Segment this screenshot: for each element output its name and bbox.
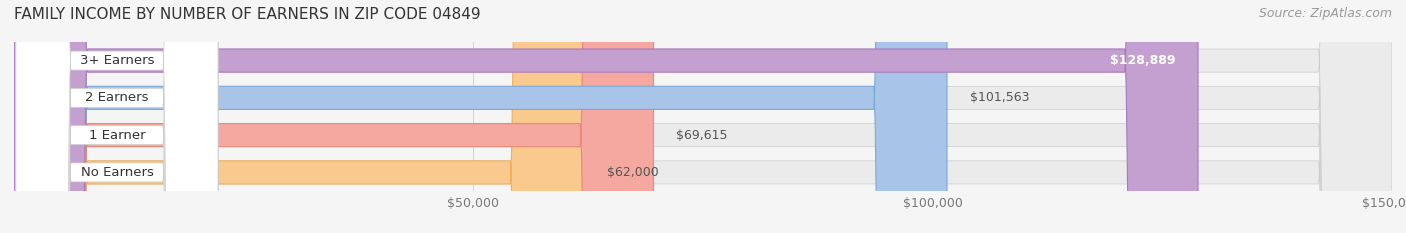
Text: No Earners: No Earners	[80, 166, 153, 179]
FancyBboxPatch shape	[14, 0, 1392, 233]
Text: 3+ Earners: 3+ Earners	[80, 54, 155, 67]
Text: 1 Earner: 1 Earner	[89, 129, 145, 142]
FancyBboxPatch shape	[14, 0, 1392, 233]
Text: $62,000: $62,000	[606, 166, 658, 179]
Text: FAMILY INCOME BY NUMBER OF EARNERS IN ZIP CODE 04849: FAMILY INCOME BY NUMBER OF EARNERS IN ZI…	[14, 7, 481, 22]
FancyBboxPatch shape	[14, 0, 1198, 233]
FancyBboxPatch shape	[14, 0, 583, 233]
FancyBboxPatch shape	[14, 0, 654, 233]
FancyBboxPatch shape	[15, 0, 218, 233]
Text: $69,615: $69,615	[676, 129, 728, 142]
FancyBboxPatch shape	[15, 0, 218, 233]
Text: $101,563: $101,563	[970, 91, 1029, 104]
Text: $128,889: $128,889	[1109, 54, 1175, 67]
FancyBboxPatch shape	[14, 0, 1392, 233]
FancyBboxPatch shape	[15, 0, 218, 233]
Text: 2 Earners: 2 Earners	[86, 91, 149, 104]
FancyBboxPatch shape	[14, 0, 948, 233]
Text: Source: ZipAtlas.com: Source: ZipAtlas.com	[1258, 7, 1392, 20]
FancyBboxPatch shape	[15, 0, 218, 233]
FancyBboxPatch shape	[14, 0, 1392, 233]
